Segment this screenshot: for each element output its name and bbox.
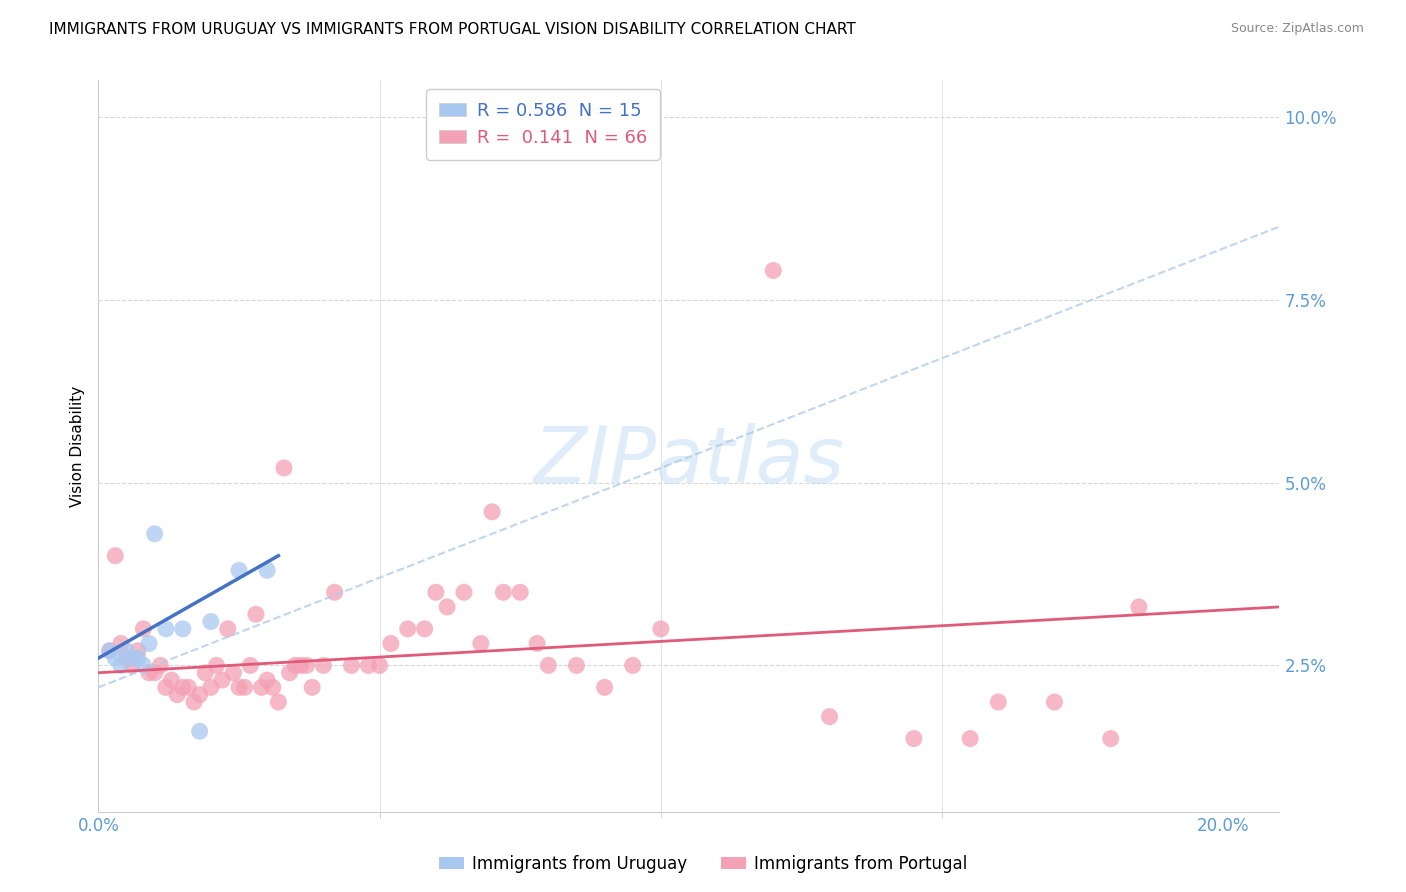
Point [143, 526, 166, 541]
Point [143, 665, 166, 680]
Point [121, 651, 143, 665]
Point [267, 695, 290, 709]
Point [200, 681, 222, 695]
Point [537, 658, 560, 673]
Point [903, 731, 925, 746]
Point [217, 622, 239, 636]
Point [818, 709, 841, 723]
Point [104, 549, 127, 563]
Point [188, 688, 211, 702]
Point [188, 724, 211, 739]
Point [172, 622, 194, 636]
Point [98, 644, 121, 658]
Point [650, 622, 672, 636]
Point [110, 636, 132, 650]
Y-axis label: Vision Disability: Vision Disability [69, 385, 84, 507]
Point [593, 681, 616, 695]
Point [160, 673, 183, 687]
Point [621, 658, 644, 673]
Text: ZIPatlas: ZIPatlas [533, 423, 845, 499]
Point [183, 695, 205, 709]
Legend: Immigrants from Uruguay, Immigrants from Portugal: Immigrants from Uruguay, Immigrants from… [432, 848, 974, 880]
Point [284, 658, 307, 673]
Point [110, 658, 132, 673]
Point [132, 622, 155, 636]
Point [262, 681, 284, 695]
Point [132, 658, 155, 673]
Point [959, 731, 981, 746]
Point [762, 263, 785, 277]
Point [256, 673, 278, 687]
Point [323, 585, 346, 599]
Point [380, 636, 402, 650]
Point [127, 644, 149, 658]
Point [1099, 731, 1122, 746]
Point [211, 673, 233, 687]
Point [149, 658, 172, 673]
Point [565, 658, 588, 673]
Point [312, 658, 335, 673]
Point [222, 665, 245, 680]
Point [155, 622, 177, 636]
Point [492, 585, 515, 599]
Point [470, 636, 492, 650]
Point [340, 658, 363, 673]
Point [115, 651, 138, 665]
Point [200, 615, 222, 629]
Point [453, 585, 475, 599]
Point [1043, 695, 1066, 709]
Point [115, 644, 138, 658]
Point [239, 658, 262, 673]
Point [155, 681, 177, 695]
Text: Source: ZipAtlas.com: Source: ZipAtlas.com [1230, 22, 1364, 36]
Text: IMMIGRANTS FROM URUGUAY VS IMMIGRANTS FROM PORTUGAL VISION DISABILITY CORRELATIO: IMMIGRANTS FROM URUGUAY VS IMMIGRANTS FR… [49, 22, 856, 37]
Point [250, 681, 273, 695]
Point [138, 665, 160, 680]
Point [509, 585, 531, 599]
Point [194, 665, 217, 680]
Point [273, 461, 295, 475]
Point [425, 585, 447, 599]
Point [396, 622, 419, 636]
Point [228, 563, 250, 577]
Point [357, 658, 380, 673]
Point [172, 681, 194, 695]
Point [245, 607, 267, 622]
Point [138, 636, 160, 650]
Point [987, 695, 1010, 709]
Point [301, 681, 323, 695]
Point [368, 658, 391, 673]
Point [121, 658, 143, 673]
Point [166, 688, 188, 702]
Point [205, 658, 228, 673]
Point [104, 651, 127, 665]
Point [278, 665, 301, 680]
Legend: R = 0.586  N = 15, R =  0.141  N = 66: R = 0.586 N = 15, R = 0.141 N = 66 [426, 89, 659, 160]
Point [228, 681, 250, 695]
Point [1128, 599, 1150, 614]
Point [413, 622, 436, 636]
Point [481, 505, 503, 519]
Point [526, 636, 548, 650]
Point [233, 681, 256, 695]
Point [256, 563, 278, 577]
Point [127, 651, 149, 665]
Point [295, 658, 318, 673]
Point [436, 599, 458, 614]
Point [177, 681, 200, 695]
Point [290, 658, 312, 673]
Point [98, 644, 121, 658]
